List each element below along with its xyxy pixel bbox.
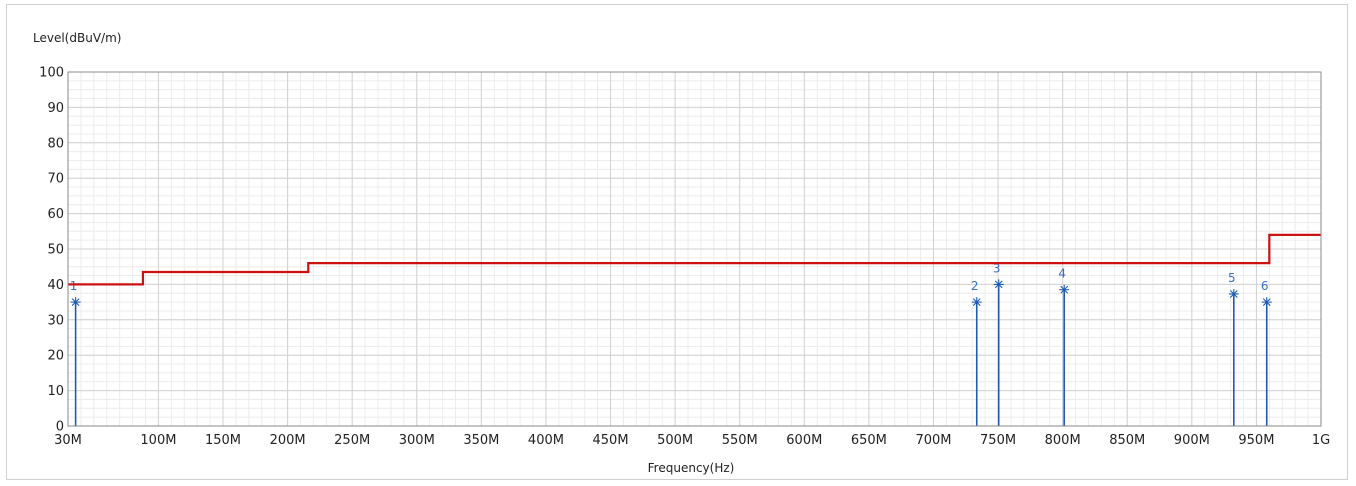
x-tick-label: 800M (1045, 433, 1081, 448)
x-tick-label: 250M (334, 433, 370, 448)
y-tick-label: 60 (47, 207, 64, 222)
x-tick-labels: 30M 100M 150M 200M 250M 300M 350M 400M 450M 500M 5… (54, 433, 1330, 448)
x-axis-title: Frequency(Hz) (648, 461, 735, 475)
marker-star-stroke (994, 280, 1003, 289)
x-tick-label: 750M (980, 433, 1016, 448)
y-tick-label: 20 (47, 349, 64, 364)
y-tick-label: 90 (47, 101, 64, 116)
marker-star-stroke (972, 298, 981, 306)
x-tick-label: 900M (1174, 433, 1210, 448)
x-tick-label: 950M (1238, 433, 1274, 448)
x-tick-label: 300M (399, 433, 435, 448)
y-tick-label: 40 (47, 278, 64, 293)
y-tick-label: 70 (47, 172, 64, 187)
x-tick-label: 650M (851, 433, 887, 448)
x-tick-label: 600M (786, 433, 822, 448)
x-tick-label: 350M (463, 433, 499, 448)
x-tick-label: 30M (54, 433, 82, 448)
y-tick-label: 50 (47, 243, 64, 258)
x-tick-label: 450M (593, 433, 629, 448)
y-tick-label: 80 (47, 136, 64, 151)
emission-chart: Level(dBuV/m) Frequency(Hz) 0 10 20 30 40 50 6… (33, 31, 1330, 475)
x-tick-label: 100M (140, 433, 176, 448)
x-tick-label: 500M (657, 433, 693, 448)
x-tick-label: 550M (722, 433, 758, 448)
chart-panel: Level(dBuV/m) Frequency(Hz) 0 10 20 30 40 50 6… (6, 4, 1348, 480)
y-tick-label: 10 (47, 384, 64, 399)
x-tick-label: 700M (915, 433, 951, 448)
marker-star-stroke (1060, 285, 1069, 294)
markers: 1 23 4 56 (70, 261, 1272, 426)
y-tick-labels: 0 10 20 30 40 50 60 70 80 90 100 (39, 66, 64, 435)
marker-star-stroke (1262, 298, 1271, 306)
x-tick-label: 200M (270, 433, 306, 448)
y-tick-label: 30 (47, 313, 64, 328)
marker-label: 6 (1261, 279, 1269, 293)
x-tick-label: 400M (528, 433, 564, 448)
plot-frame (67, 71, 1322, 427)
marker-star-stroke (1229, 290, 1238, 298)
y-tick-label: 100 (39, 66, 64, 81)
marker-label: 1 (70, 279, 78, 293)
marker-label: 2 (971, 279, 979, 293)
y-axis-title: Level(dBuV/m) (33, 31, 121, 45)
marker-label: 3 (993, 261, 1001, 275)
limit-line (68, 233, 1321, 286)
marker-label: 5 (1228, 271, 1236, 285)
y-tick-label: 0 (56, 420, 64, 435)
marker-star-stroke (71, 298, 80, 306)
marker-label: 4 (1058, 267, 1066, 281)
x-tick-label: 850M (1109, 433, 1145, 448)
x-tick-label: 150M (205, 433, 241, 448)
limit-line-group (68, 233, 1321, 286)
x-tick-label: 1G (1312, 433, 1330, 448)
